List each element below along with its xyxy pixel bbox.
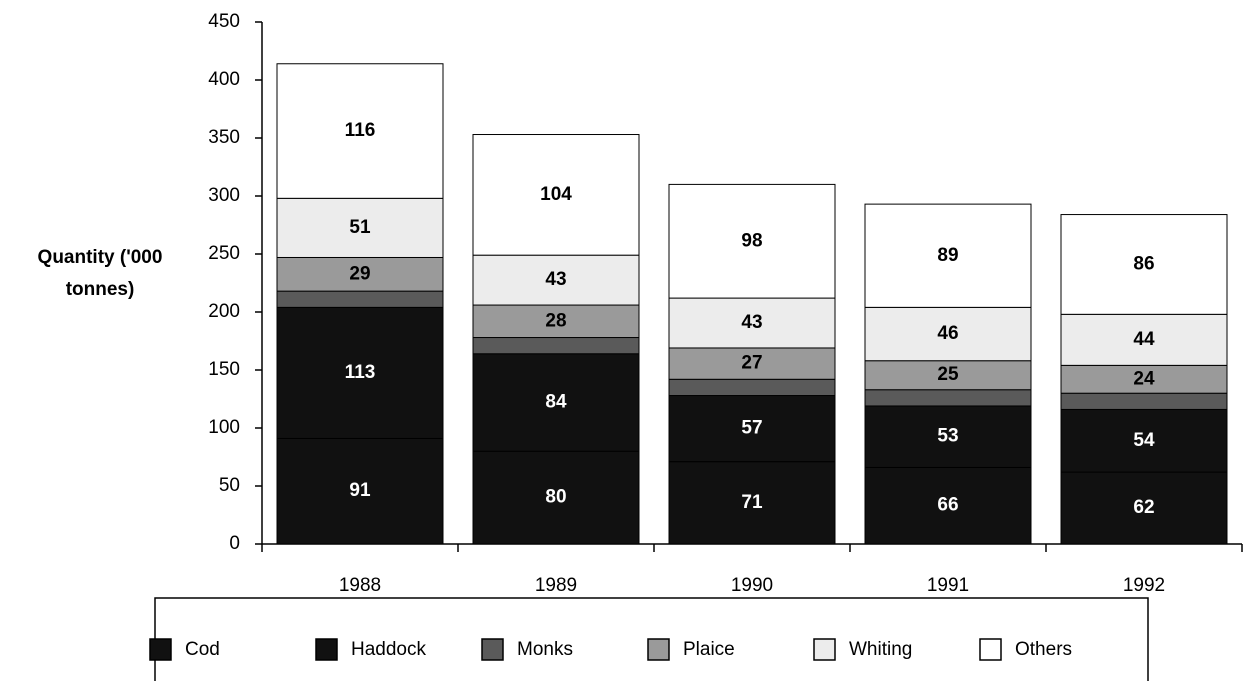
legend-label: Haddock [351,639,426,660]
bar-segment [1060,214,1228,315]
bar-segment [864,466,1032,545]
data-label: 84 [545,391,567,412]
x-tick-label: 1988 [339,575,381,596]
data-label: 25 [937,364,959,385]
bar-segment [1060,364,1228,394]
bar-segment [472,254,640,306]
legend-swatch [647,638,670,661]
bar-segment [668,395,836,463]
bar-segment [276,290,444,308]
y-tick-label: 50 [219,475,240,496]
data-label: 113 [345,362,376,383]
bar-segment [668,347,836,380]
bar-segment [472,450,640,545]
bar-segment [472,353,640,452]
bar-segment [864,405,1032,468]
y-axis-label: Quantity ('000 tonnes) [37,247,163,300]
bar-segment [668,461,836,545]
bar-segment [472,134,640,256]
data-label: 43 [545,269,566,290]
legend-label: Cod [185,639,220,660]
bar-segment [1060,313,1228,366]
data-label: 116 [345,120,376,141]
bar-segment [864,203,1032,308]
y-tick-label: 400 [208,69,240,90]
x-tick-label: 1990 [731,575,773,596]
legend-swatch [813,638,836,661]
data-label: 71 [741,492,763,513]
bar-segment [276,63,444,199]
y-tick-label: 450 [208,11,240,32]
bar-segment [668,297,836,349]
data-label: 98 [741,230,762,251]
bar-segment [1060,471,1228,545]
data-label: 54 [1133,430,1155,451]
data-label: 62 [1133,497,1154,518]
x-tick-label: 1992 [1123,575,1165,596]
data-label: 28 [545,310,566,331]
legend-label: Monks [517,639,573,660]
bar-segment [1060,392,1228,410]
bar-segment [276,197,444,258]
y-tick-label: 150 [208,359,240,380]
x-tick-label: 1989 [535,575,577,596]
y-tick-label: 250 [208,243,240,264]
data-label: 80 [545,487,566,508]
y-tick-label: 300 [208,185,240,206]
data-label: 46 [937,323,958,344]
bar-segment [472,337,640,355]
data-label: 104 [540,184,572,205]
bar-segment [864,306,1032,362]
data-label: 27 [741,353,762,374]
data-label: 57 [741,418,762,439]
data-label: 44 [1133,329,1155,350]
bar-segment [1060,408,1228,473]
y-tick-label: 200 [208,301,240,322]
legend-swatch [315,638,338,661]
data-label: 29 [349,263,370,284]
data-label: 51 [349,217,371,238]
legend-swatch [149,638,172,661]
data-label: 89 [937,245,958,266]
y-tick-label: 0 [229,533,240,554]
data-label: 66 [937,495,958,516]
bar-segment [864,389,1032,407]
data-label: 91 [349,480,371,501]
legend-swatch [979,638,1002,661]
data-label: 43 [741,312,762,333]
data-label: 24 [1133,368,1155,389]
data-label: 53 [937,426,958,447]
bar-segment [864,360,1032,391]
legend-swatch [481,638,504,661]
legend-label: Whiting [849,639,912,660]
bar-segment [668,183,836,299]
x-tick-label: 1991 [927,575,969,596]
data-label: 86 [1133,253,1154,274]
legend-label: Others [1015,639,1072,660]
bar-segment [668,378,836,397]
y-tick-label: 350 [208,127,240,148]
y-tick-label: 100 [208,417,240,438]
legend-label: Plaice [683,639,735,660]
